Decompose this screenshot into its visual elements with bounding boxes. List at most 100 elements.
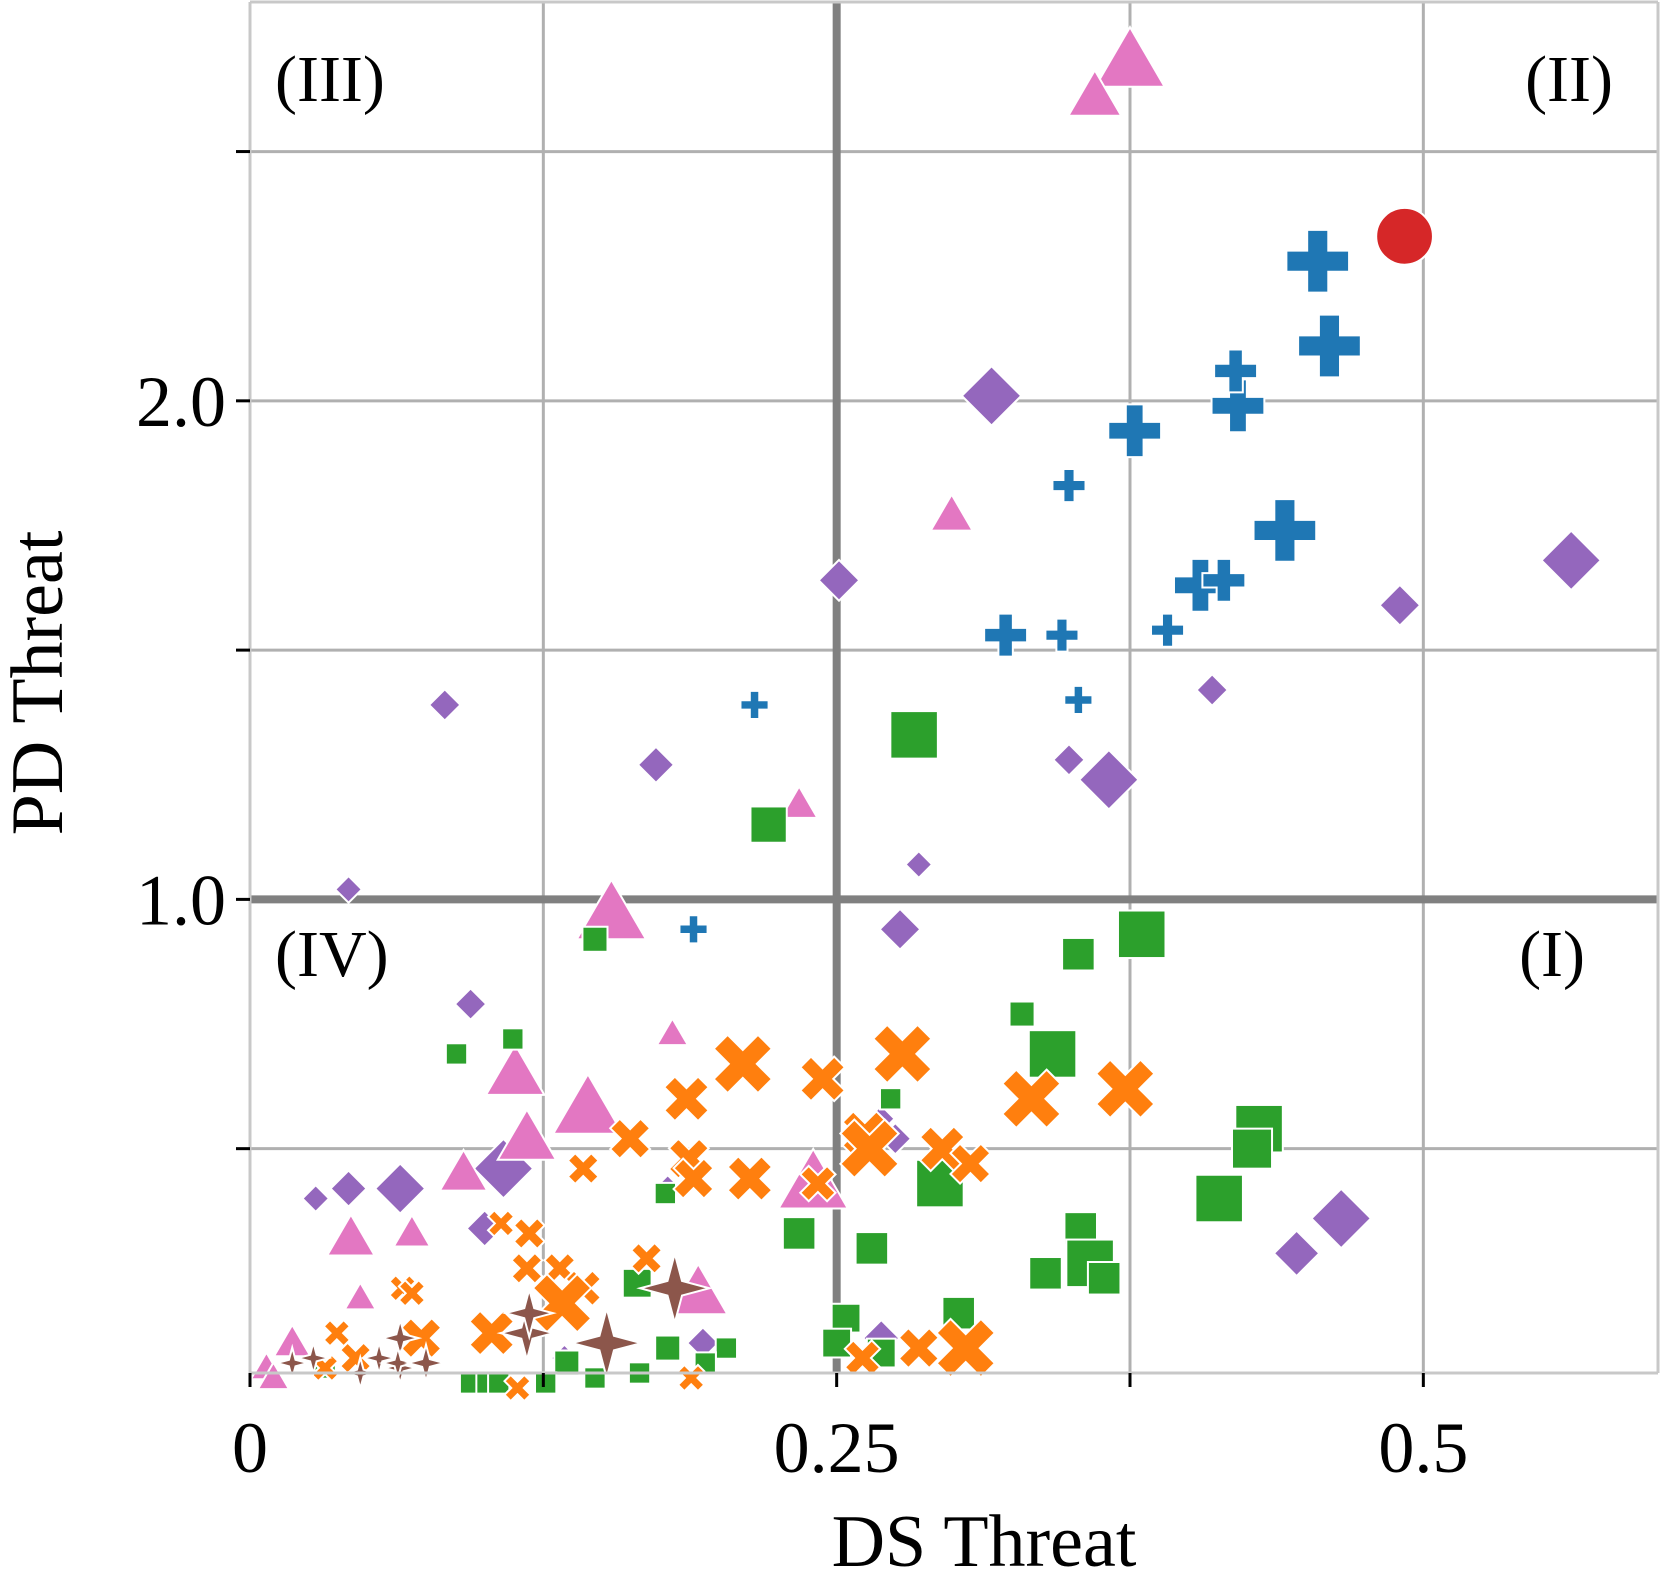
y-tick-label: 1.0	[136, 860, 226, 940]
diamond-marker	[904, 849, 934, 880]
square-marker	[1028, 1256, 1063, 1291]
x-marker	[871, 1023, 933, 1085]
star4-marker	[272, 1343, 312, 1383]
triangle-marker	[391, 1213, 432, 1248]
square-marker	[1194, 1173, 1244, 1224]
plus-marker	[1297, 313, 1362, 379]
square-marker	[444, 1042, 469, 1066]
triangle-marker	[574, 877, 648, 941]
star4-marker	[568, 1304, 646, 1382]
plus-marker	[739, 689, 770, 721]
circle-marker	[1375, 206, 1434, 266]
x-axis-title: DS Threat	[832, 1501, 1137, 1575]
plus-marker	[983, 612, 1029, 658]
square-marker	[534, 1371, 558, 1395]
plus-marker	[1285, 228, 1351, 294]
square-marker	[1008, 1000, 1036, 1028]
diamond-marker	[427, 687, 462, 723]
x-tick-label: 0.25	[774, 1408, 900, 1488]
diamond-marker	[1051, 742, 1087, 777]
reference-lines	[250, 2, 1658, 1373]
square-marker	[1231, 1127, 1274, 1170]
triangle-marker	[256, 1360, 291, 1391]
x-marker	[322, 1318, 352, 1348]
triangle-marker	[325, 1212, 377, 1257]
triangle-marker	[495, 1107, 558, 1161]
x-tick-label: 0.5	[1378, 1408, 1468, 1488]
x-marker	[1094, 1058, 1156, 1120]
star4-marker	[378, 1343, 418, 1383]
ticks: 0 0.25 0.5 1.0 2.0	[136, 150, 1468, 1488]
square-marker	[581, 925, 609, 953]
diamond-marker	[1077, 748, 1140, 811]
x-marker	[512, 1216, 547, 1251]
x-marker	[935, 1317, 997, 1379]
square-marker	[854, 1231, 890, 1266]
triangle-marker	[1093, 25, 1167, 88]
diamond-marker	[373, 1162, 427, 1215]
plus-marker	[1150, 612, 1186, 648]
triangle-marker	[779, 784, 820, 819]
x-marker	[1000, 1068, 1063, 1130]
diamond-marker	[878, 907, 922, 952]
x-marker	[662, 1075, 711, 1123]
x-marker	[712, 1033, 774, 1095]
quadrant-label-iii: (III)	[275, 43, 385, 116]
x-marker	[838, 1118, 901, 1180]
x-marker	[726, 1154, 774, 1203]
x-marker	[843, 1338, 882, 1378]
triangle-marker	[438, 1147, 490, 1192]
plus-marker	[1107, 403, 1163, 459]
x-marker	[608, 1117, 652, 1161]
diamond-marker	[817, 558, 861, 603]
plus-marker	[1210, 378, 1266, 434]
x-marker	[918, 1124, 966, 1173]
square-marker	[749, 805, 788, 844]
plus-marker	[1051, 468, 1087, 504]
square-marker	[1116, 909, 1167, 960]
x-marker	[510, 1251, 544, 1286]
y-tick-label: 2.0	[136, 362, 226, 442]
diamond-marker	[1540, 529, 1603, 592]
plus-marker	[1252, 498, 1318, 563]
star4-marker	[636, 1249, 714, 1327]
square-marker	[1086, 1261, 1122, 1296]
diamond-marker	[636, 745, 676, 785]
triangle-marker	[484, 1042, 547, 1096]
quadrant-label-ii: (II)	[1525, 43, 1613, 116]
star4-marker	[496, 1302, 558, 1364]
diamond-marker	[333, 874, 364, 905]
diamond-marker	[1272, 1229, 1321, 1278]
diamond-marker	[453, 987, 488, 1022]
x-marker	[798, 1055, 847, 1103]
square-marker	[821, 1327, 853, 1359]
x-marker	[672, 1157, 715, 1200]
square-marker	[714, 1336, 739, 1360]
diamond-marker	[1310, 1187, 1373, 1250]
x-marker	[949, 1142, 992, 1186]
y-axis-title: PD Threat	[0, 530, 79, 835]
x-marker	[629, 1241, 664, 1276]
quadrant-label-i: (I)	[1519, 918, 1585, 991]
square-marker	[553, 1349, 581, 1377]
diamond-marker	[1195, 672, 1230, 708]
diamond-marker	[329, 1169, 368, 1208]
plus-marker	[678, 914, 709, 945]
x-marker	[566, 1151, 601, 1186]
triangle-marker	[343, 1280, 378, 1311]
square-marker	[653, 1181, 678, 1206]
diamond-marker	[1378, 583, 1422, 627]
x-marker	[897, 1326, 941, 1370]
star4-marker	[403, 1340, 449, 1386]
x-marker	[798, 1164, 837, 1203]
data-points	[249, 25, 1603, 1403]
plus-marker	[1201, 557, 1247, 603]
x-marker	[676, 1363, 706, 1393]
square-marker	[583, 1366, 607, 1390]
square-marker	[889, 710, 939, 760]
plus-marker	[1213, 348, 1259, 394]
x-marker	[486, 1208, 516, 1238]
quadrant-label-iv: (IV)	[275, 918, 389, 991]
square-marker	[501, 1027, 525, 1051]
